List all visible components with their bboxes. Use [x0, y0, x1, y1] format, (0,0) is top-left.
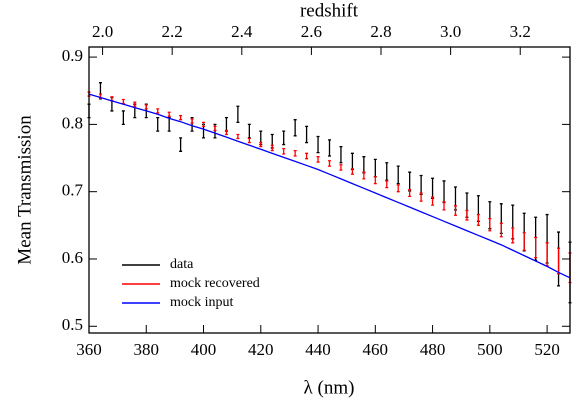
error-bar — [419, 174, 423, 196]
error-bar — [316, 135, 320, 154]
error-bar — [373, 158, 377, 178]
error-bar — [236, 133, 240, 140]
error-bar — [179, 114, 183, 121]
x2-tick-label: 2.4 — [231, 22, 253, 41]
error-bar — [362, 171, 366, 180]
error-bar — [247, 137, 251, 144]
error-bar — [328, 139, 331, 157]
error-bar — [167, 117, 171, 132]
error-bar — [224, 117, 228, 132]
x2-tick-label: 2.0 — [92, 22, 113, 41]
error-bar — [408, 171, 412, 192]
error-bar — [293, 119, 297, 137]
error-bar — [224, 129, 228, 136]
error-bar — [202, 121, 206, 128]
error-bar — [179, 137, 183, 152]
x-tick-label: 520 — [534, 340, 560, 359]
error-bar — [373, 176, 377, 185]
x-tick-label: 360 — [76, 340, 102, 359]
error-bar — [362, 156, 366, 174]
error-bar — [167, 111, 171, 117]
error-bar — [465, 209, 469, 221]
error-bar — [144, 104, 148, 110]
error-bar — [442, 201, 446, 211]
error-bar — [213, 125, 217, 132]
x-tick-label: 500 — [477, 340, 503, 359]
error-bar — [385, 162, 389, 181]
error-bar — [488, 217, 492, 232]
error-bar — [305, 152, 309, 160]
legend-label: mock recovered — [170, 276, 260, 291]
error-bar — [442, 180, 446, 204]
error-bar — [396, 165, 400, 185]
error-bar — [545, 242, 549, 267]
legend-label: data — [170, 257, 194, 272]
error-bar — [305, 125, 309, 144]
error-bar — [408, 189, 412, 198]
error-bar — [350, 168, 354, 175]
plot-frame — [88, 46, 571, 334]
error-bar — [431, 196, 435, 206]
error-bar — [328, 160, 331, 167]
x-tick-label: 380 — [134, 340, 160, 359]
error-bar — [499, 222, 503, 238]
x-tick-label: 440 — [305, 340, 331, 359]
x-tick-label: 400 — [191, 340, 217, 359]
error-bar — [419, 192, 423, 202]
error-bar — [121, 98, 125, 105]
x-tick-label: 480 — [420, 340, 446, 359]
error-bar — [282, 147, 286, 155]
x-axis-title: λ (nm) — [304, 377, 355, 398]
error-bar — [339, 145, 343, 164]
error-bar — [396, 184, 400, 193]
error-bar — [431, 177, 435, 200]
x2-tick-label: 3.0 — [440, 22, 461, 41]
y-tick-label: 0.9 — [62, 46, 83, 65]
error-bar — [270, 144, 274, 152]
error-bar — [190, 118, 194, 124]
y-tick-label: 0.6 — [62, 248, 83, 267]
error-bar — [557, 247, 561, 275]
error-bar — [476, 213, 480, 226]
x2-tick-label: 2.2 — [162, 22, 183, 41]
error-bar — [453, 205, 457, 216]
error-bar — [350, 152, 354, 171]
line — [88, 93, 571, 279]
error-bar — [247, 123, 251, 139]
error-bar — [133, 101, 137, 107]
x-tick-label: 420 — [248, 340, 274, 359]
error-bar — [339, 164, 343, 171]
y-axis-title: Mean Transmission — [14, 115, 35, 265]
error-bar — [522, 232, 526, 251]
error-bar — [282, 130, 286, 146]
error-bar — [293, 149, 297, 157]
x2-tick-label: 2.6 — [301, 22, 322, 41]
x2-tick-label: 3.2 — [510, 22, 531, 41]
error-bar — [534, 236, 538, 259]
error-bar — [156, 108, 160, 114]
error-bar — [121, 110, 125, 126]
x2-tick-label: 2.8 — [370, 22, 391, 41]
error-bar — [236, 105, 240, 124]
error-bar — [316, 156, 320, 163]
error-bar — [385, 180, 389, 189]
error-bar — [259, 141, 263, 148]
error-bar — [511, 227, 515, 244]
error-bar — [156, 117, 160, 132]
legend-label: mock input — [170, 295, 233, 310]
y-tick-label: 0.5 — [62, 315, 83, 334]
y-tick-label: 0.8 — [62, 113, 83, 132]
y-tick-label: 0.7 — [62, 181, 84, 200]
x2-axis-title: redshift — [300, 0, 359, 21]
x-tick-label: 460 — [363, 340, 389, 359]
